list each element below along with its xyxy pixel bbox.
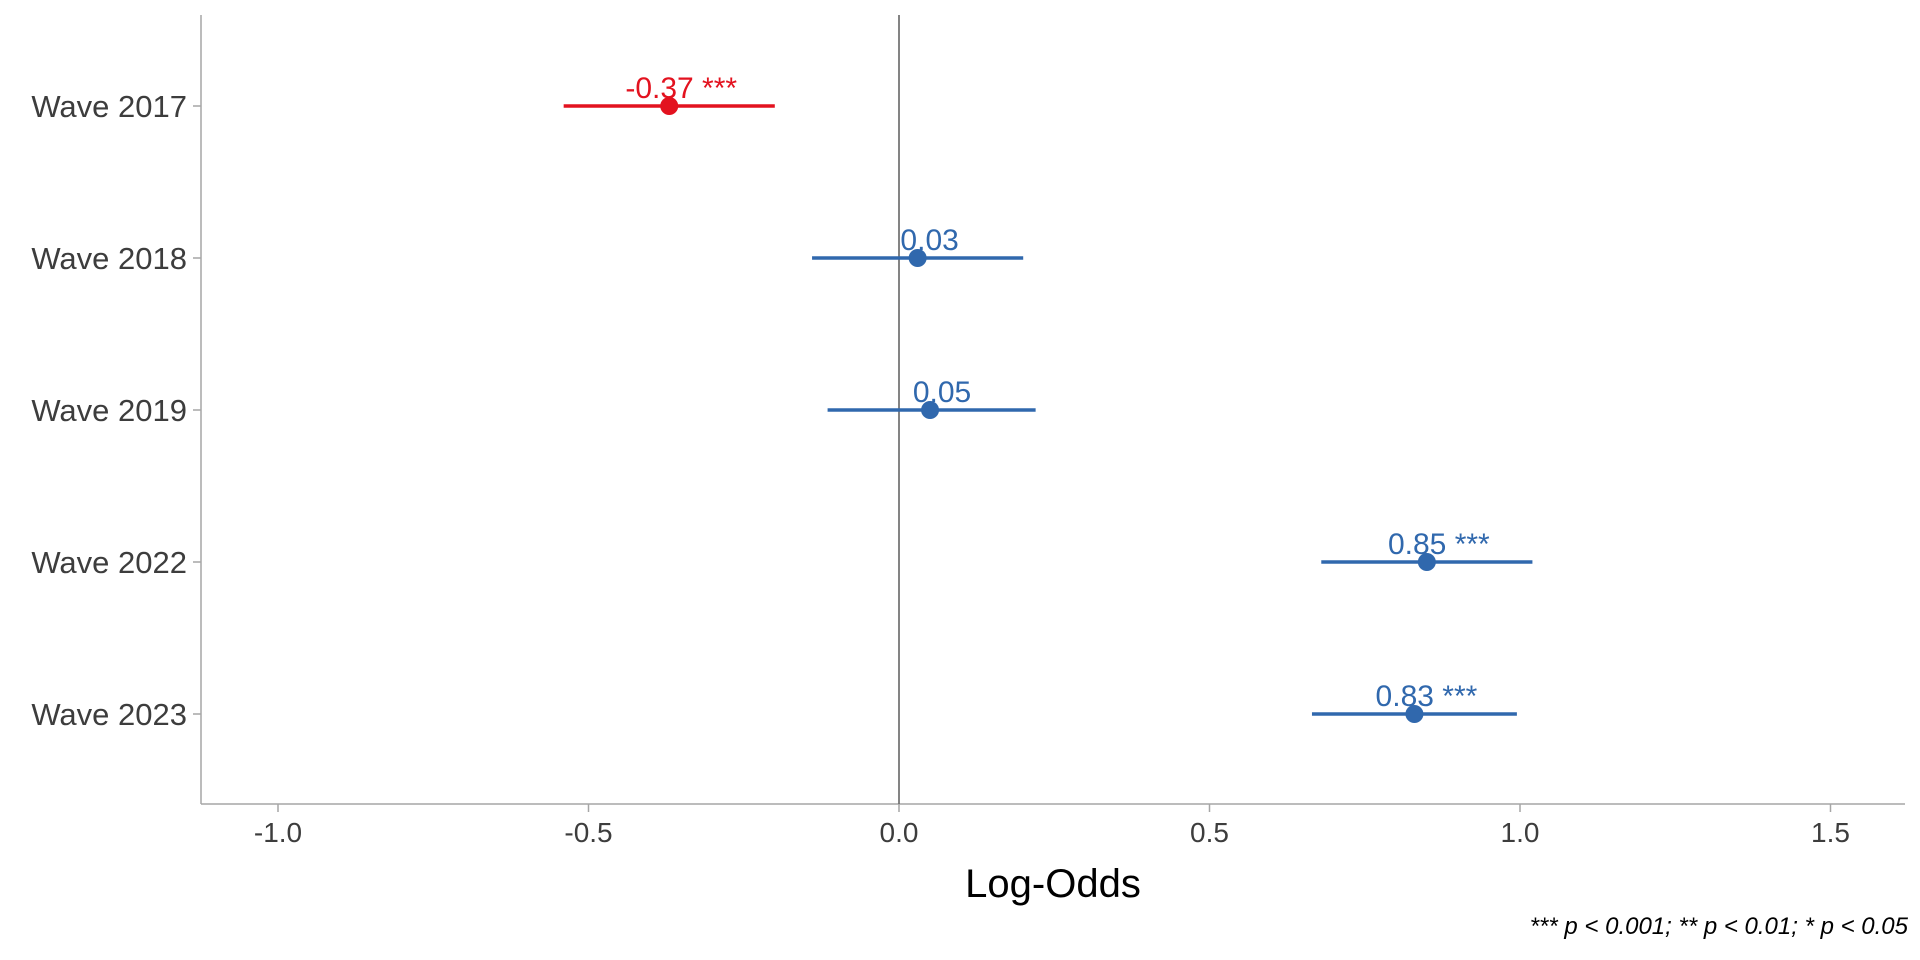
x-axis-ticks: -1.0 -0.5 0.0 0.5 1.0 1.5 [254, 804, 1850, 848]
estimate-label: 0.85 *** [1388, 528, 1490, 561]
x-tick-label: 1.5 [1811, 817, 1850, 848]
estimate-label: 0.03 [900, 224, 958, 257]
estimate-label: 0.83 *** [1376, 680, 1478, 713]
x-tick-label: 0.0 [880, 817, 919, 848]
estimate-label: -0.37 *** [625, 72, 737, 105]
category-label: Wave 2023 [31, 697, 187, 732]
category-label: Wave 2022 [31, 545, 187, 580]
point-estimate [908, 249, 927, 267]
category-label: Wave 2018 [31, 241, 187, 276]
point-estimate [921, 401, 940, 419]
significance-footnote: *** p < 0.001; ** p < 0.01; * p < 0.05 [1529, 913, 1908, 940]
category-label: Wave 2019 [31, 393, 187, 428]
estimate-label: 0.05 [913, 376, 971, 409]
estimate-row: 0.05 [827, 376, 1036, 419]
category-labels: Wave 2017 Wave 2018 Wave 2019 Wave 2022 Wave… [31, 89, 201, 732]
point-estimate [1417, 553, 1436, 571]
x-axis-title: Log-Odds [965, 862, 1141, 906]
point-estimate [1405, 705, 1424, 723]
estimates: -0.37 *** 0.03 0.05 0.85 *** 0.83 *** [563, 72, 1533, 723]
estimate-row: -0.37 *** [563, 72, 775, 115]
axes [200, 15, 1905, 805]
estimate-row: 0.83 *** [1311, 680, 1517, 723]
x-tick-label: 1.0 [1501, 817, 1540, 848]
estimate-row: 0.03 [812, 224, 1024, 267]
estimate-row: 0.85 *** [1321, 528, 1533, 571]
category-label: Wave 2017 [31, 89, 187, 124]
point-estimate [660, 97, 679, 115]
x-tick-label: -0.5 [564, 817, 612, 848]
x-tick-label: 0.5 [1190, 817, 1229, 848]
x-tick-label: -1.0 [254, 817, 302, 848]
